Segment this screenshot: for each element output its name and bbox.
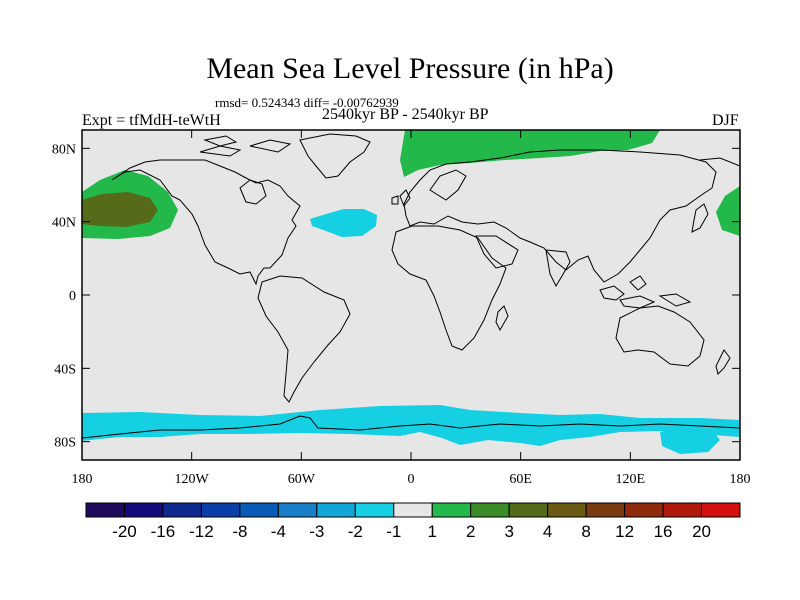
colorbar-label: 16 — [654, 522, 673, 541]
coastline-madagascar — [495, 305, 509, 332]
x-tick-label: 0 — [408, 472, 415, 487]
colorbar-label: 3 — [504, 522, 513, 541]
coastline-japan — [691, 203, 709, 233]
colorbar-label: 1 — [428, 522, 437, 541]
coastline-arctic-islands — [199, 135, 292, 157]
coastline-british-isles — [391, 189, 411, 208]
map-background — [82, 130, 740, 460]
coastline-south-america — [257, 275, 351, 403]
coastlines — [82, 133, 740, 439]
coastline-siberia-east — [699, 157, 740, 167]
colorbar-label: -2 — [348, 522, 363, 541]
colorbar-swatch — [431, 502, 472, 518]
colorbar-swatch — [508, 502, 549, 518]
colorbar-label: -20 — [112, 522, 137, 541]
y-tick-label: 80N — [52, 142, 76, 157]
y-tick-label: 40N — [52, 216, 76, 231]
colorbar-label: 8 — [581, 522, 590, 541]
x-tick-label: 120W — [175, 472, 210, 487]
y-tick-label: 40S — [54, 362, 76, 377]
coastline-australia — [615, 305, 705, 367]
colorbar-label: -12 — [189, 522, 214, 541]
colorbar-label: -3 — [309, 522, 324, 541]
colorbar-swatch — [162, 502, 202, 518]
colorbar-swatch — [316, 502, 356, 518]
stats-text: rmsd= 0.524343 diff= -0.00762939 — [215, 95, 399, 110]
colorbar-swatch — [239, 502, 279, 518]
colorbar-swatch — [585, 502, 626, 518]
colorbar-swatch — [470, 502, 510, 518]
north-atlantic-negative-anomaly — [310, 209, 377, 237]
colorbar-swatch — [547, 502, 587, 518]
coastline-eurasia — [403, 149, 717, 283]
y-tick-label: 0 — [69, 289, 76, 304]
map-title: Mean Sea Level Pressure (in hPa) — [206, 52, 614, 85]
x-tick-label: 120E — [616, 472, 646, 487]
coastline-maritime-asia — [599, 275, 692, 309]
colorbar-swatch — [85, 502, 125, 518]
x-tick-label: 180 — [72, 472, 93, 487]
x-tick-label: 60E — [509, 472, 532, 487]
colorbar-swatch — [354, 502, 395, 518]
colorbar-label: -8 — [232, 522, 247, 541]
colorbar-label: -1 — [386, 522, 401, 541]
coastline-hudson-bay — [239, 179, 267, 205]
coastline-india — [545, 249, 571, 288]
colorbar-label: 12 — [615, 522, 634, 541]
colorbar-swatch — [393, 502, 433, 518]
coastline-greenland — [299, 133, 371, 179]
x-tick-label: 60W — [288, 472, 316, 487]
west-pacific-positive-anomaly — [716, 186, 740, 236]
coastline-scandinavia — [429, 169, 467, 201]
coastline-new-zealand — [715, 349, 731, 375]
colorbar-swatch — [624, 502, 664, 518]
coastline-arabia — [475, 235, 519, 269]
colorbar-label: -4 — [271, 522, 286, 541]
season-label: DJF — [712, 112, 739, 129]
colorbar-label: -16 — [151, 522, 176, 541]
colorbar-swatch — [662, 502, 703, 518]
colorbar-swatch — [701, 502, 741, 518]
y-axis: 80N 40N 0 40S 80S — [52, 142, 740, 451]
colorbar-label: 4 — [543, 522, 552, 541]
colorbar-swatch — [277, 502, 318, 518]
colorbar-label: 2 — [466, 522, 475, 541]
coastline-north-america — [111, 159, 301, 286]
x-tick-label: 180 — [730, 472, 751, 487]
arctic-positive-anomaly — [400, 130, 660, 177]
coastline-africa — [391, 225, 507, 351]
north-pacific-core-anomaly — [82, 192, 158, 227]
colorbar-label: 20 — [692, 522, 711, 541]
colorbar-swatch — [123, 502, 164, 518]
period-label: 2540kyr BP - 2540kyr BP — [322, 106, 489, 123]
colorbar-swatch — [200, 502, 241, 518]
y-tick-label: 80S — [54, 436, 76, 451]
ross-sea-negative-anomaly — [660, 426, 720, 454]
coastline-antarctica — [82, 415, 740, 439]
experiment-label: Expt = tfMdH-teWtH — [82, 112, 221, 129]
colorbar: -20 -16 -12 -8 -4 -3 -2 -1 1 2 3 4 8 12 16 20 — [85, 502, 741, 541]
x-axis: 180 120W 60W 0 60E 120E 180 — [72, 130, 751, 487]
